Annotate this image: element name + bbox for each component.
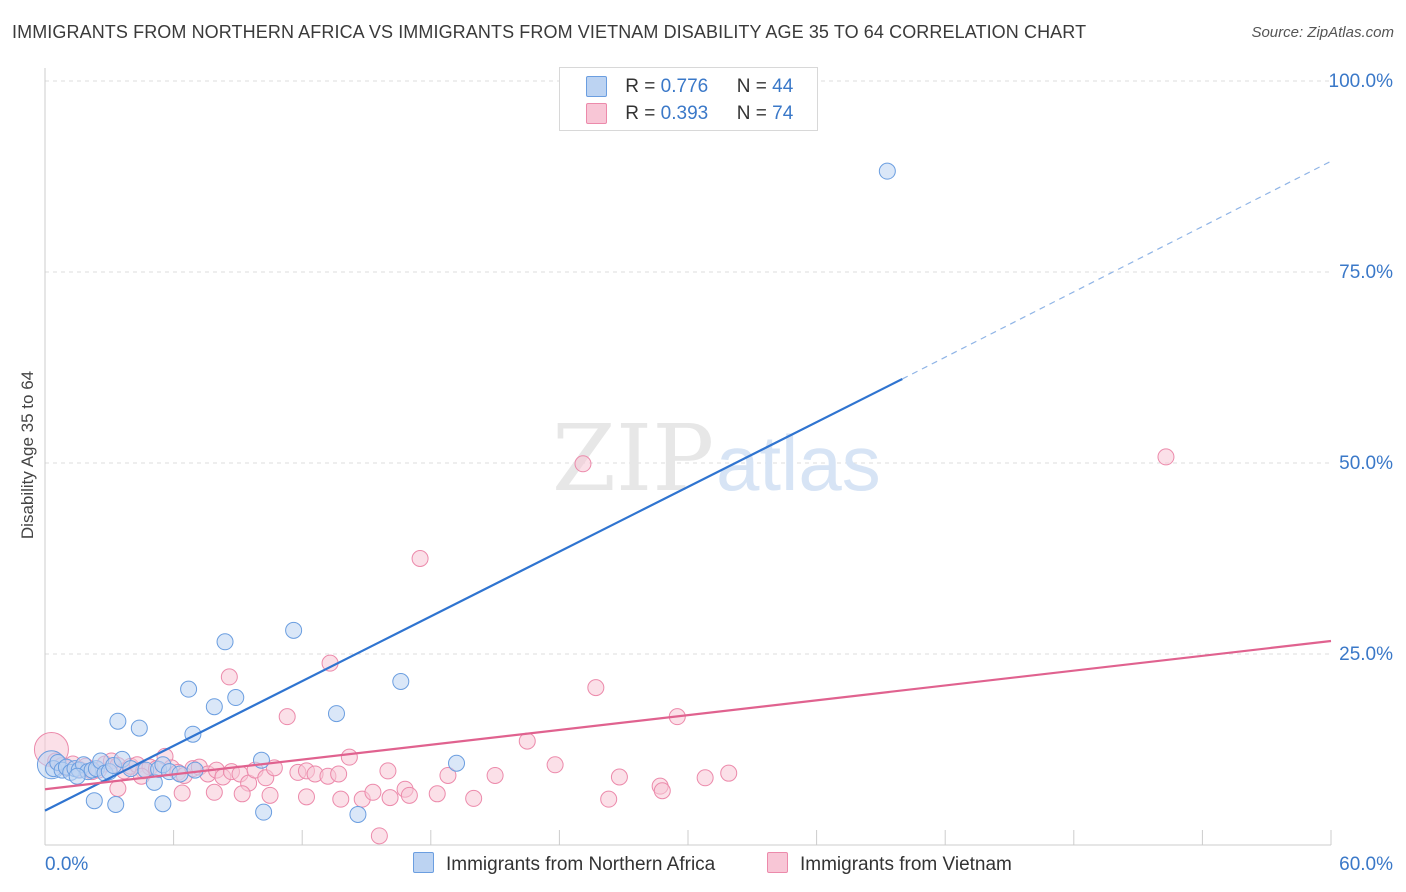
vietnam-point — [400, 786, 418, 804]
northern-africa-point — [180, 680, 198, 698]
vietnam-point — [465, 789, 483, 807]
vietnam-point — [379, 762, 397, 780]
northern-africa-points — [36, 162, 896, 823]
source-label: Source: ZipAtlas.com — [1251, 24, 1394, 41]
vietnam-point — [587, 679, 605, 697]
grid — [45, 80, 1331, 655]
vietnam-point — [486, 766, 504, 784]
vietnam-point — [220, 668, 238, 686]
blue-swatch — [413, 852, 434, 873]
pink-swatch — [586, 103, 607, 125]
vietnam-point — [364, 783, 382, 801]
legend-row-northern-africa: R = 0.776 N = 44 — [586, 76, 793, 100]
northern-africa-point — [349, 805, 367, 823]
legend-n-label: N = — [736, 103, 767, 124]
northern-africa-point — [154, 795, 172, 813]
vietnam-point — [330, 765, 348, 783]
northern-africa-point — [85, 792, 103, 810]
northern-africa-point — [448, 754, 466, 772]
northern-africa-point — [107, 796, 125, 814]
legend-r-label: R = — [625, 76, 656, 97]
bottom-legend-northern-africa: Immigrants from Northern Africa — [413, 852, 715, 876]
northern-africa-point — [130, 719, 148, 737]
northern-africa-point — [878, 162, 896, 180]
legend-r-label: R = — [625, 103, 656, 124]
vietnam-point — [574, 455, 592, 473]
vietnam-point — [411, 550, 429, 567]
vietnam-trend-line — [44, 639, 1332, 791]
vietnam-point — [261, 786, 279, 804]
blue-swatch — [586, 76, 607, 98]
vietnam-point — [518, 732, 536, 750]
northern-africa-point — [216, 633, 234, 651]
northern-africa-point — [227, 689, 245, 707]
vietnam-point — [696, 769, 714, 787]
bottom-legend-label: Immigrants from Vietnam — [800, 854, 1012, 875]
northern-africa-point — [205, 698, 223, 716]
x-tick-label: 60.0% — [1339, 854, 1393, 875]
y-tick-label: 100.0% — [1329, 71, 1394, 92]
vietnam-point — [109, 779, 127, 797]
vietnam-point — [439, 766, 457, 784]
northern-africa-trend-extension — [902, 160, 1332, 380]
vietnam-point — [546, 756, 564, 774]
legend-n-value: 44 — [772, 76, 794, 97]
northern-africa-point — [109, 712, 127, 730]
legend-r-value: 0.776 — [660, 76, 709, 97]
trend-lines — [44, 160, 1332, 812]
northern-africa-point — [186, 761, 204, 779]
y-tick-label: 25.0% — [1339, 644, 1393, 665]
pink-swatch — [767, 852, 788, 873]
vietnam-point — [600, 790, 618, 808]
vietnam-point — [610, 768, 628, 786]
axes — [44, 68, 1332, 846]
x-tick-label: 0.0% — [45, 854, 88, 875]
chart-title: IMMIGRANTS FROM NORTHERN AFRICA VS IMMIG… — [12, 22, 1087, 42]
bottom-legend-vietnam: Immigrants from Vietnam — [767, 852, 1012, 876]
vietnam-point — [205, 783, 223, 801]
northern-africa-point — [68, 767, 86, 785]
watermark-atlas: atlas — [716, 419, 881, 507]
correlation-legend: R = 0.776 N = 44 R = 0.393 N = 74 — [559, 67, 818, 131]
legend-row-vietnam: R = 0.393 N = 74 — [586, 103, 793, 127]
northern-africa-point — [392, 673, 410, 691]
vietnam-point — [278, 708, 296, 726]
vietnam-point — [653, 782, 671, 800]
vietnam-point — [173, 784, 191, 802]
vietnam-point — [370, 827, 388, 845]
vietnam-point — [233, 785, 251, 803]
legend-r-value: 0.393 — [660, 103, 709, 124]
legend-n-value: 74 — [772, 103, 794, 124]
northern-africa-point — [285, 621, 303, 639]
y-tick-label: 75.0% — [1339, 262, 1393, 283]
northern-africa-point — [255, 803, 273, 821]
vietnam-point — [340, 748, 358, 766]
bottom-legend-label: Immigrants from Northern Africa — [446, 854, 716, 875]
vietnam-point — [428, 785, 446, 803]
legend-n-label: N = — [736, 76, 767, 97]
vietnam-point — [720, 764, 738, 782]
y-axis-label: Disability Age 35 to 64 — [18, 370, 37, 540]
vietnam-point — [332, 790, 350, 808]
vietnam-point — [381, 789, 399, 807]
northern-africa-trend-line — [44, 377, 903, 812]
northern-africa-point — [327, 705, 345, 723]
vietnam-point — [1157, 448, 1175, 466]
tick-labels: 25.0% 50.0% 75.0% 100.0% 0.0% 60.0% — [45, 71, 1393, 875]
vietnam-point — [297, 788, 315, 806]
y-tick-label: 50.0% — [1339, 453, 1393, 474]
